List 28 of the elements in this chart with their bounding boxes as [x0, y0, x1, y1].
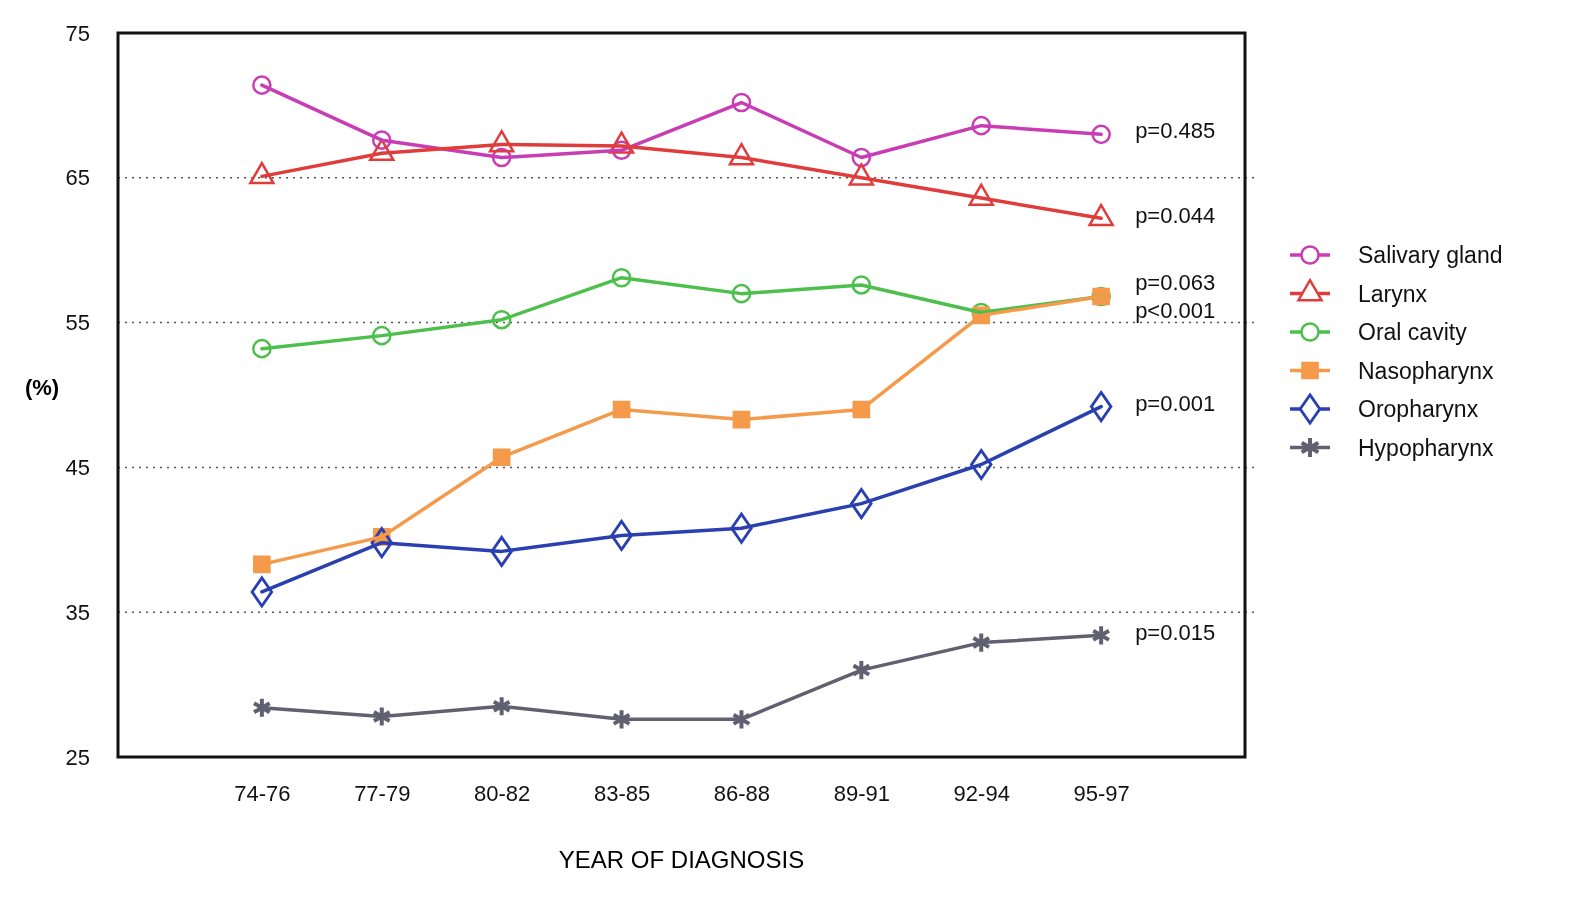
y-tick-label: 25: [65, 744, 90, 770]
annotation: p=0.063: [1135, 270, 1216, 296]
y-tick-label: 45: [65, 454, 90, 480]
y-tick-label: 55: [65, 310, 90, 336]
legend-label: Oral cavity: [1358, 319, 1468, 346]
x-tick-label: 80-82: [474, 780, 531, 806]
y-tick-label: 75: [65, 20, 90, 46]
annotation: p=0.015: [1135, 620, 1216, 646]
annotation: p<0.001: [1135, 298, 1216, 324]
x-tick-label: 74-76: [234, 780, 291, 806]
x-tick-label: 95-97: [1073, 780, 1130, 806]
x-tick-label: 86-88: [713, 780, 771, 806]
x-axis-title: YEAR OF DIAGNOSIS: [558, 846, 805, 873]
legend-label: Salivary gland: [1358, 242, 1503, 269]
legend-label: Oropharynx: [1358, 396, 1479, 423]
legend-label: Nasopharynx: [1358, 357, 1495, 384]
x-tick-label: 92-94: [953, 780, 1010, 806]
y-axis-title: (%): [24, 375, 60, 400]
x-tick-label: 89-91: [833, 780, 890, 806]
x-tick-label: 77-79: [354, 780, 411, 806]
annotation: p=0.044: [1135, 203, 1216, 229]
annotation: p=0.001: [1135, 391, 1216, 417]
legend-label: Hypopharynx: [1358, 434, 1495, 461]
annotation: p=0.485: [1135, 117, 1216, 143]
legend-label: Larynx: [1358, 280, 1428, 307]
y-tick-label: 35: [65, 599, 90, 625]
x-tick-label: 83-85: [593, 780, 651, 806]
y-tick-label: 65: [65, 165, 90, 191]
